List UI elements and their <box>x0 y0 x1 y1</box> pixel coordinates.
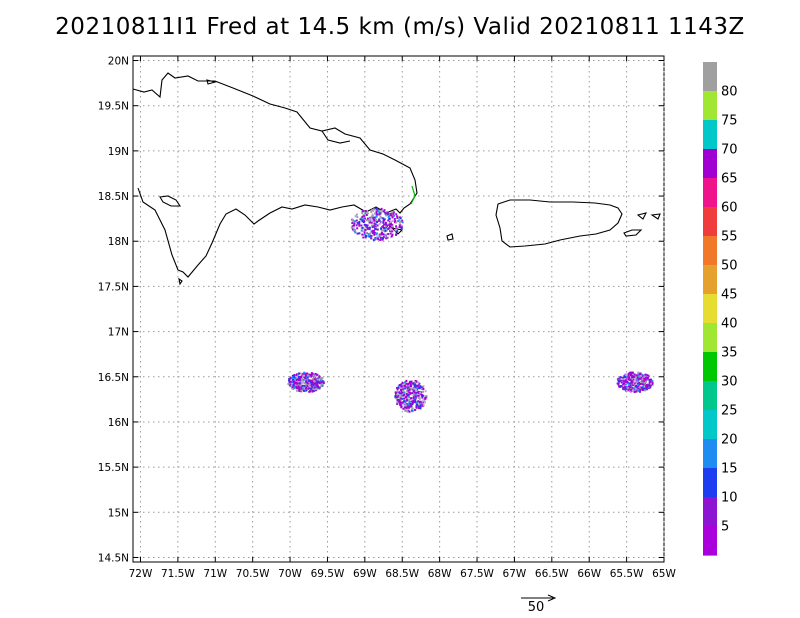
color-bar-label: 5 <box>721 520 729 535</box>
vieques-island <box>623 229 643 237</box>
axis-ticks: 72W 71.5W 71W 70.5W 70W 69.5W 69W 68.5W 68W 67.5W… <box>98 56 677 580</box>
y-tick-label: 18N <box>108 236 129 248</box>
y-tick-label: 15.5N <box>98 462 129 474</box>
echo-cluster-north <box>350 207 404 241</box>
x-tick-label: 67W <box>503 568 527 580</box>
x-tick-label: 70W <box>278 568 302 580</box>
reference-vector <box>521 594 557 602</box>
color-bar-label: 45 <box>721 288 738 303</box>
samana-peninsula <box>321 130 351 144</box>
color-bar-segment <box>703 178 717 208</box>
y-tick-label: 20N <box>108 56 129 68</box>
radar-echoes <box>287 207 654 413</box>
x-tick-label: 68W <box>428 568 452 580</box>
color-bar-label: 40 <box>721 317 738 332</box>
x-tick-label: 69.5W <box>311 568 345 580</box>
color-bar-label: 50 <box>721 259 738 274</box>
color-bar-segment <box>703 236 717 266</box>
y-tick-label: 16N <box>108 417 129 429</box>
color-bar-segment <box>703 352 717 382</box>
tortuga-island <box>206 79 218 85</box>
y-tick-label: 19.5N <box>98 101 129 113</box>
hispaniola-coastline <box>132 72 418 278</box>
y-tick-label: 17N <box>108 327 129 339</box>
culebra-island <box>636 212 648 220</box>
color-bar-label: 65 <box>721 172 738 187</box>
y-tick-label: 16.5N <box>98 372 129 384</box>
color-bar-segment <box>703 497 717 527</box>
coast-green-accent <box>410 185 416 205</box>
color-bar-segment <box>703 149 717 179</box>
color-bar-segment <box>703 120 717 150</box>
chart-title: 20210811I1 Fred at 14.5 km (m/s) Valid 2… <box>55 14 745 40</box>
x-tick-label: 69W <box>353 568 377 580</box>
puerto-rico-coastline <box>495 199 623 248</box>
echo-cluster-west <box>287 371 325 393</box>
color-bar-label: 80 <box>721 85 738 100</box>
x-tick-label: 71W <box>203 568 227 580</box>
color-bar-label: 10 <box>721 491 738 506</box>
echo-cluster-east <box>616 371 654 393</box>
color-bar-segment <box>703 207 717 237</box>
x-tick-label: 68.5W <box>385 568 419 580</box>
echo-cluster-center <box>394 379 428 413</box>
virgin-islands <box>650 213 661 220</box>
color-bar-label: 75 <box>721 114 738 129</box>
color-bar-segment <box>703 526 717 556</box>
color-bar <box>703 62 717 556</box>
color-bar-label: 60 <box>721 201 738 216</box>
map-frame <box>132 55 665 563</box>
color-bar-label: 15 <box>721 462 738 477</box>
x-tick-label: 72W <box>129 568 153 580</box>
color-bar-segment <box>703 91 717 121</box>
x-tick-label: 65.5W <box>610 568 644 580</box>
color-bar-label: 35 <box>721 346 738 361</box>
color-bar-label: 25 <box>721 404 738 419</box>
x-tick-label: 67.5W <box>460 568 494 580</box>
color-bar-labels: 80 75 70 65 60 55 50 45 40 35 30 25 20 15 10 5 <box>721 85 738 535</box>
color-bar-label: 70 <box>721 143 738 158</box>
y-tick-label: 18.5N <box>98 191 129 203</box>
gonave-island <box>159 195 182 207</box>
color-bar-segment <box>703 468 717 498</box>
color-bar-segment <box>703 439 717 469</box>
color-bar-label: 30 <box>721 375 738 390</box>
x-tick-label: 71.5W <box>161 568 195 580</box>
grid-lines <box>133 56 665 562</box>
x-tick-label: 70.5W <box>236 568 270 580</box>
reference-vector-label: 50 <box>527 600 545 615</box>
color-bar-segment <box>703 323 717 353</box>
y-tick-label: 15N <box>108 507 129 519</box>
beata-island <box>178 277 183 286</box>
color-bar-segment <box>703 294 717 324</box>
mona-island <box>446 233 454 241</box>
x-tick-label: 66.5W <box>535 568 569 580</box>
y-tick-label: 14.5N <box>98 552 129 564</box>
color-bar-label: 55 <box>721 230 738 245</box>
y-tick-label: 19N <box>108 146 129 158</box>
color-bar-segment <box>703 381 717 411</box>
color-bar-segment <box>703 62 717 92</box>
color-bar-segment <box>703 265 717 295</box>
x-tick-label: 66W <box>577 568 601 580</box>
x-tick-label: 65W <box>652 568 676 580</box>
reference-vector-head <box>547 594 557 602</box>
color-bar-label: 20 <box>721 433 738 448</box>
y-tick-label: 17.5N <box>98 281 129 293</box>
color-bar-segment <box>703 410 717 440</box>
